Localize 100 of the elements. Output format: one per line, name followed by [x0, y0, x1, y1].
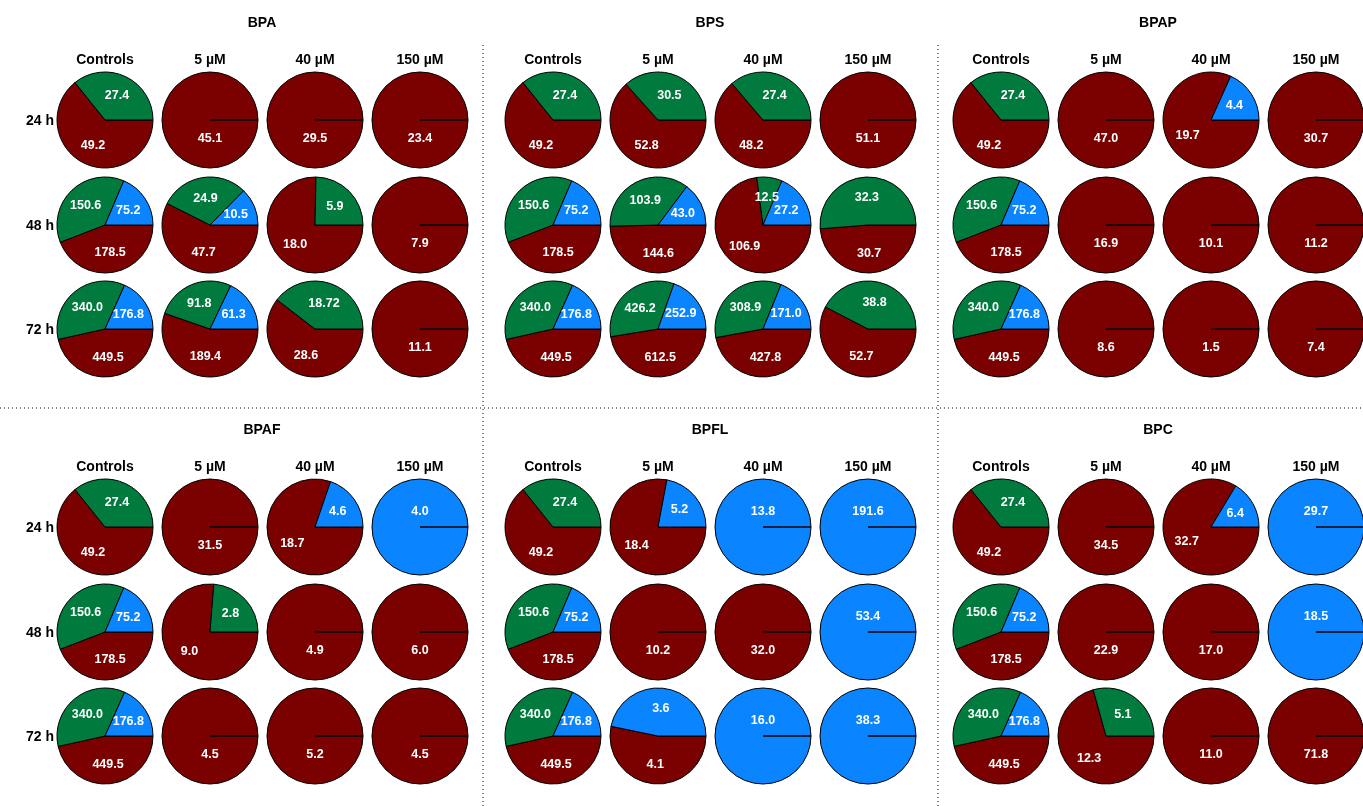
data-label: 16.0	[750, 713, 776, 727]
text: 72 h	[25, 321, 55, 337]
data-label: 27.4	[552, 494, 578, 509]
chart-title: BPS	[695, 14, 725, 30]
data-label: 5.2	[306, 747, 324, 761]
data-label: 171.0	[770, 306, 802, 321]
data-label: 27.2	[774, 202, 799, 217]
data-label: 10.1	[1198, 236, 1224, 250]
data-label: 426.2	[624, 300, 656, 315]
data-label: 176.8	[1008, 713, 1041, 728]
data-label: 13.8	[750, 504, 776, 518]
text: 24 h	[25, 112, 55, 128]
data-label: 27.4	[104, 494, 130, 509]
text: Controls	[76, 51, 134, 67]
data-label: 49.2	[528, 138, 554, 153]
data-label: 150.6	[966, 197, 998, 212]
data-label: 18.7	[280, 536, 305, 551]
data-label: 103.9	[629, 193, 661, 208]
text: 5 µM	[642, 458, 674, 474]
data-label: 27.4	[552, 87, 578, 102]
data-label: 27.4	[762, 87, 787, 102]
text: 5 µM	[1090, 51, 1122, 67]
data-label: 4.5	[411, 747, 429, 761]
data-label: 30.7	[1303, 131, 1329, 145]
text: 5 µM	[194, 51, 226, 67]
data-label: 4.1	[646, 756, 664, 771]
text: 48 h	[25, 217, 55, 233]
data-label: 150.6	[70, 604, 102, 619]
data-label: 7.9	[411, 236, 429, 250]
data-label: 38.8	[862, 294, 887, 309]
data-label: 4.6	[328, 503, 347, 518]
data-label: 18.4	[624, 537, 649, 552]
data-label: 22.9	[1093, 643, 1119, 657]
data-label: 75.2	[564, 609, 589, 624]
data-label: 24.9	[193, 190, 218, 205]
data-label: 178.5	[990, 245, 1022, 260]
data-label: 11.1	[408, 340, 432, 354]
text: Controls	[524, 458, 582, 474]
chart-title: BPAF	[243, 421, 281, 437]
data-label: 18.72	[308, 295, 340, 310]
data-label: 31.5	[197, 538, 223, 552]
data-label: 449.5	[540, 349, 572, 364]
data-label: 252.9	[665, 305, 697, 320]
data-label: 4.0	[411, 504, 429, 518]
data-label: 48.2	[739, 138, 764, 153]
data-label: 52.7	[849, 349, 874, 364]
data-label: 5.2	[670, 502, 689, 517]
data-label: 340.0	[71, 300, 104, 315]
data-label: 176.8	[560, 306, 593, 321]
data-label: 612.5	[644, 349, 676, 364]
data-label: 19.7	[1175, 128, 1200, 143]
text: 150 µM	[844, 458, 892, 474]
data-label: 27.4	[1000, 87, 1026, 102]
data-label: 150.6	[518, 197, 550, 212]
data-label: 176.8	[560, 713, 593, 728]
data-label: 150.6	[518, 604, 550, 619]
data-label: 6.0	[411, 643, 429, 657]
data-label: 176.8	[1008, 306, 1041, 321]
data-label: 178.5	[542, 652, 574, 667]
data-label: 91.8	[187, 296, 212, 311]
data-label: 49.2	[80, 138, 106, 153]
data-label: 340.0	[71, 707, 104, 722]
data-label: 71.8	[1303, 747, 1329, 761]
text: 40 µM	[295, 51, 335, 67]
text: 48 h	[25, 624, 55, 640]
data-label: 178.5	[990, 652, 1022, 667]
data-label: 30.7	[856, 245, 882, 260]
data-label: 150.6	[966, 604, 998, 619]
data-label: 51.1	[855, 131, 881, 145]
text: 150 µM	[1292, 51, 1340, 67]
data-label: 4.4	[1225, 97, 1244, 112]
data-label: 75.2	[564, 202, 589, 217]
data-label: 449.5	[988, 756, 1020, 771]
text: Controls	[972, 458, 1030, 474]
data-label: 340.0	[519, 300, 552, 315]
data-label: 10.2	[645, 643, 671, 657]
chart-title: BPAP	[1139, 14, 1177, 30]
text: 40 µM	[1191, 51, 1231, 67]
data-label: 12.3	[1076, 751, 1102, 766]
data-label: 49.2	[976, 545, 1002, 560]
data-label: 32.7	[1174, 533, 1199, 548]
data-label: 29.5	[302, 131, 328, 145]
data-label: 49.2	[528, 545, 554, 560]
text: 72 h	[25, 728, 55, 744]
data-label: 75.2	[1012, 202, 1037, 217]
data-label: 45.1	[197, 131, 223, 145]
data-label: 6.4	[1226, 506, 1244, 521]
data-label: 38.3	[855, 713, 881, 727]
data-label: 23.4	[407, 131, 433, 145]
data-label: 10.5	[223, 207, 248, 222]
data-label: 29.7	[1303, 504, 1329, 518]
data-label: 144.6	[642, 245, 675, 260]
data-label: 49.2	[80, 545, 106, 560]
data-label: 27.4	[1000, 494, 1026, 509]
data-label: 4.9	[306, 643, 324, 657]
data-label: 18.5	[1303, 609, 1329, 623]
data-label: 43.0	[670, 205, 696, 220]
data-label: 178.5	[542, 245, 574, 260]
data-label: 4.5	[201, 747, 219, 761]
text: 5 µM	[642, 51, 674, 67]
